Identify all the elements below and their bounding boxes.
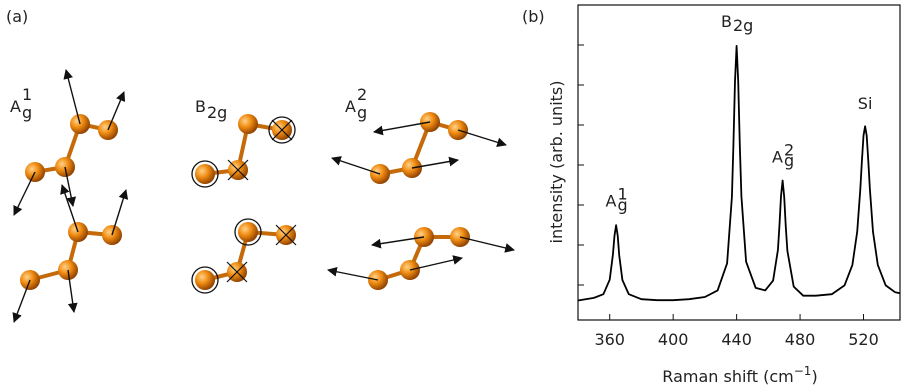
y-axis-ticks	[578, 44, 584, 286]
spectrum-line	[577, 45, 901, 302]
symbol-base: A	[10, 97, 21, 116]
x-axis-label-tail: )	[811, 367, 817, 386]
symbol-sub: 2g	[733, 16, 753, 35]
symbol-sup: 1	[617, 184, 627, 203]
x-tick-label: 440	[721, 330, 752, 349]
x-axis-label-text: Raman shift (cm	[662, 367, 793, 386]
mode-diagram	[12, 69, 129, 323]
y-axis-label: intensity (arb. units)	[547, 81, 566, 244]
symbol-base: A	[605, 192, 616, 211]
x-tick-label: 360	[594, 330, 625, 349]
symbol-base: Si	[858, 94, 873, 113]
mode-diagram	[327, 112, 515, 290]
symbol-base: A	[772, 148, 783, 167]
symbol-base: A	[345, 97, 356, 116]
mode-diagram	[191, 114, 297, 294]
symbol-base: B	[195, 97, 206, 116]
panel-label: (b)	[522, 7, 545, 26]
symbol-sub: g	[784, 151, 794, 170]
x-tick-label: 520	[848, 330, 879, 349]
x-axis-label-sup: −1	[794, 364, 812, 378]
symbol-sup: 2	[357, 85, 367, 104]
mode-labels: A1g B 2g A2g	[10, 85, 367, 122]
symbol-base: B	[721, 12, 732, 31]
symbol-sub: 2g	[207, 103, 227, 122]
symbol-sub: g	[617, 195, 627, 214]
symbol-sup: 2	[784, 140, 794, 159]
x-tick-label: 480	[785, 330, 816, 349]
panel-label: (a)	[6, 7, 28, 26]
symbol-sub: g	[357, 103, 367, 122]
symbol-sub: g	[22, 103, 32, 122]
symbol-sup: 1	[22, 85, 32, 104]
x-tick-label: 400	[658, 330, 689, 349]
x-axis-label: Raman shift (cm−1)	[662, 364, 817, 386]
plot-frame	[577, 4, 901, 321]
